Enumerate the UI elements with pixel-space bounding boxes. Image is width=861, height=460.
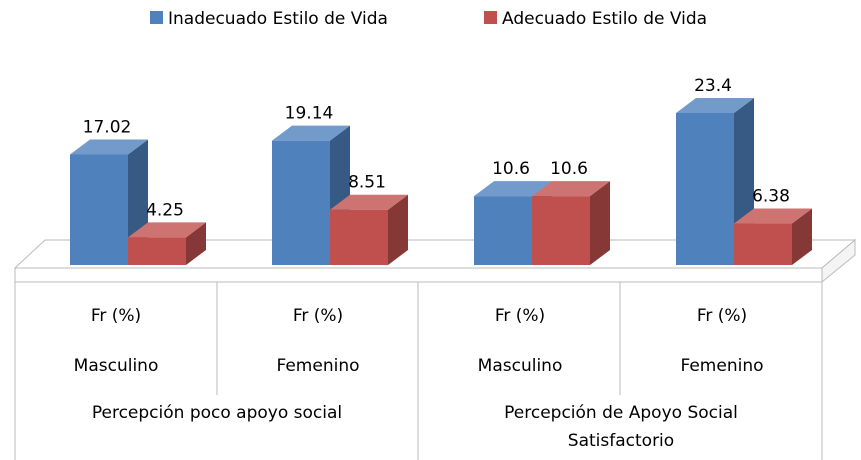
category-label: Fr (%) [90,306,142,326]
bar [330,194,408,265]
value-label: 17.02 [83,117,132,137]
legend-label: Adecuado Estilo de Vida [502,9,707,29]
sex-label: Femenino [680,356,764,376]
group-label: Percepción poco apoyo social [91,403,343,423]
bar [128,222,206,265]
category-grid [14,282,823,460]
value-label: 19.14 [285,104,334,124]
sex-label: Femenino [276,356,360,376]
group-label: Percepción de Apoyo Social Satisfactorio [504,403,738,451]
bar [734,208,812,265]
value-label: 6.38 [752,187,790,207]
category-label: Fr (%) [696,306,748,326]
category-label: Fr (%) [292,306,344,326]
legend-swatch [484,11,497,24]
floor-front [14,267,823,283]
value-label: 8.51 [348,173,386,193]
category-label: Fr (%) [494,306,546,326]
value-label: 23.4 [694,76,732,96]
value-label: 10.6 [550,159,588,179]
sex-label: Masculino [73,356,159,376]
legend-label: Inadecuado Estilo de Vida [168,9,388,29]
legend-swatch [150,11,163,24]
bar [532,181,610,265]
sex-label: Masculino [477,356,563,376]
value-label: 10.6 [492,159,530,179]
value-label: 4.25 [146,200,184,220]
